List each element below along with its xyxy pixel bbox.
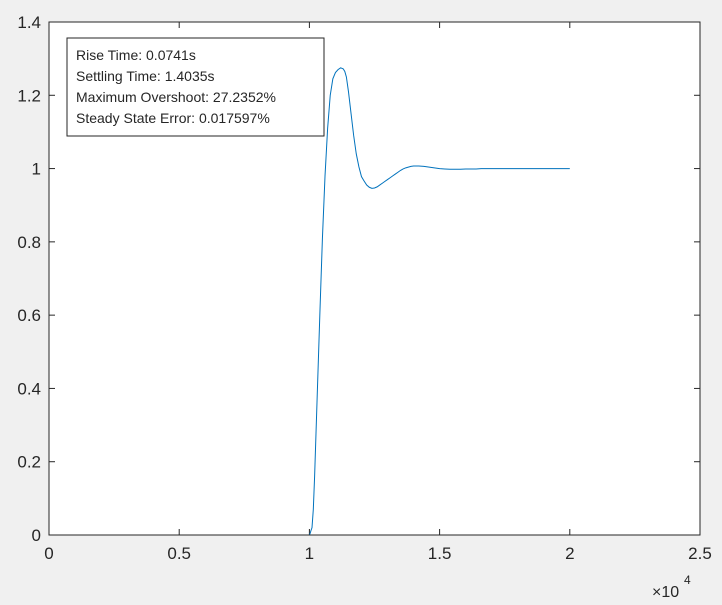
- y-tick-label: 0.6: [17, 306, 41, 325]
- rise-time-text: Rise Time: 0.0741s: [76, 47, 196, 63]
- settling-time-text: Settling Time: 1.4035s: [76, 68, 215, 84]
- y-tick-label: 0.8: [17, 233, 41, 252]
- y-tick-label: 0: [32, 526, 41, 545]
- overshoot-text: Maximum Overshoot: 27.2352%: [76, 89, 276, 105]
- y-tick-label: 0.4: [17, 379, 41, 398]
- y-tick-label: 1.2: [17, 86, 41, 105]
- x-tick-label: 1.5: [428, 544, 452, 563]
- annotation-box: Rise Time: 0.0741s Settling Time: 1.4035…: [66, 37, 325, 137]
- x-exponent-power: 4: [684, 573, 691, 587]
- x-tick-label: 2.5: [688, 544, 712, 563]
- axes-box: [48, 21, 701, 536]
- y-tick-label: 0.2: [17, 453, 41, 472]
- x-tick-label: 1: [305, 544, 314, 563]
- x-tick-label: 2: [565, 544, 574, 563]
- x-tick-label: 0: [44, 544, 53, 563]
- y-tick-label: 1: [32, 160, 41, 179]
- y-tick-label: 1.4: [17, 13, 41, 32]
- x-exponent: ×10 4: [652, 573, 691, 601]
- steady-state-error-text: Steady State Error: 0.017597%: [76, 110, 270, 126]
- response-line: [49, 67, 570, 536]
- annotation-frame: [66, 37, 325, 137]
- x-tick-label: 0.5: [167, 544, 191, 563]
- x-exponent-base: ×10: [652, 584, 679, 600]
